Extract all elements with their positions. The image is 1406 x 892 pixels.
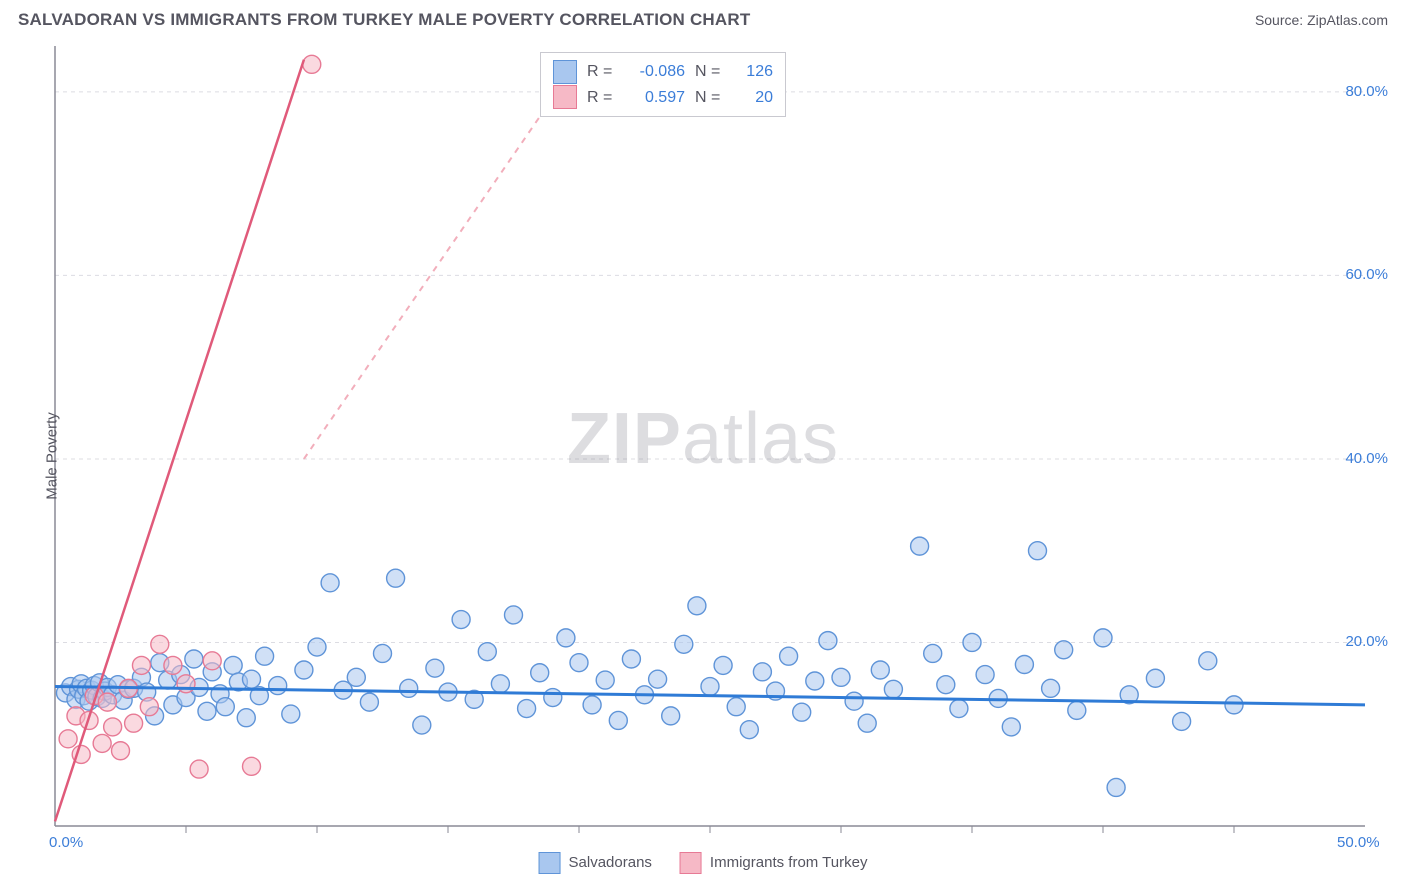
- y-tick-label: 80.0%: [1345, 83, 1388, 100]
- legend-item: Salvadorans: [539, 852, 652, 874]
- chart-title: SALVADORAN VS IMMIGRANTS FROM TURKEY MAL…: [18, 10, 750, 30]
- stats-n-value: 20: [733, 85, 773, 111]
- stats-n-label: N =: [695, 59, 723, 85]
- stats-r-value: -0.086: [625, 59, 685, 85]
- stats-swatch: [553, 85, 577, 109]
- stats-n-value: 126: [733, 59, 773, 85]
- stats-r-label: R =: [587, 85, 615, 111]
- y-tick-label: 40.0%: [1345, 450, 1388, 467]
- scatter-plot: [0, 36, 1406, 868]
- y-tick-label: 20.0%: [1345, 633, 1388, 650]
- y-tick-label: 60.0%: [1345, 266, 1388, 283]
- legend-item: Immigrants from Turkey: [680, 852, 868, 874]
- legend-swatch: [539, 852, 561, 874]
- legend: Salvadorans Immigrants from Turkey: [539, 852, 868, 874]
- source-attribution: Source: ZipAtlas.com: [1255, 12, 1388, 28]
- stats-n-label: N =: [695, 85, 723, 111]
- stats-r-label: R =: [587, 59, 615, 85]
- stats-row: R = 0.597 N = 20: [553, 85, 773, 111]
- header: SALVADORAN VS IMMIGRANTS FROM TURKEY MAL…: [0, 0, 1406, 36]
- legend-swatch: [680, 852, 702, 874]
- legend-label: Salvadorans: [569, 854, 652, 871]
- y-axis-label: Male Poverty: [43, 412, 60, 500]
- stats-r-value: 0.597: [625, 85, 685, 111]
- legend-label: Immigrants from Turkey: [710, 854, 868, 871]
- stats-row: R = -0.086 N = 126: [553, 59, 773, 85]
- correlation-stats-box: R = -0.086 N = 126 R = 0.597 N = 20: [540, 52, 786, 117]
- chart-area: Male Poverty ZIPatlas R =-0.086N =126R =…: [0, 36, 1406, 876]
- x-tick-label: 50.0%: [1337, 834, 1380, 851]
- x-tick-label: 0.0%: [49, 834, 83, 851]
- stats-swatch: [553, 60, 577, 84]
